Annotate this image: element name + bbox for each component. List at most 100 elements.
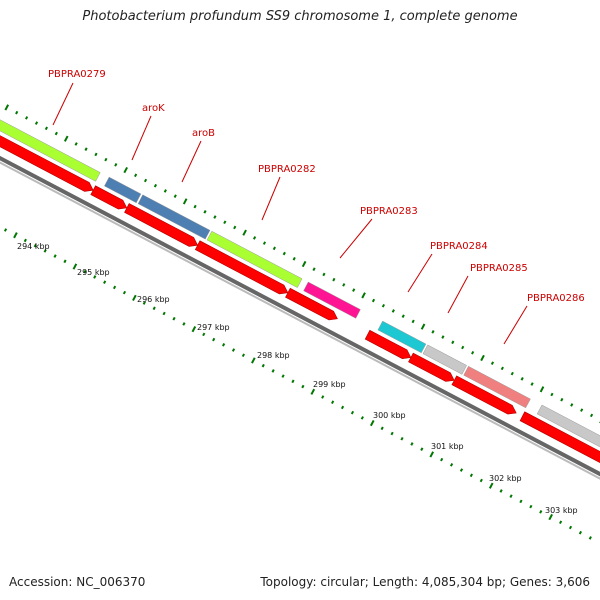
tick-mark (143, 178, 148, 183)
kbp-label: 301 kbp (431, 442, 464, 451)
gene-box[interactable] (303, 281, 361, 319)
gene-box[interactable] (0, 118, 101, 182)
tick-mark (34, 121, 39, 125)
kbp-label: 302 kbp (489, 474, 522, 483)
tick-mark (391, 309, 395, 313)
tick-mark (350, 410, 355, 415)
accession-text: Accession: NC_006370 (9, 575, 146, 589)
gene-box[interactable] (206, 230, 303, 288)
tick-mark (251, 357, 256, 364)
tick-mark (63, 135, 69, 142)
inner-tick-ring (3, 228, 592, 540)
tick-mark (292, 256, 296, 261)
tick-mark (312, 267, 316, 272)
gene-box[interactable] (104, 176, 142, 204)
tick-mark (103, 280, 107, 284)
tick-mark (202, 332, 206, 337)
tick-mark (321, 395, 325, 399)
tick-mark (322, 272, 326, 277)
tick-mark (401, 314, 405, 318)
tick-mark (480, 354, 485, 362)
gene-label: PBPRA0284 (430, 241, 488, 252)
leader-line (261, 176, 281, 221)
gene-box[interactable] (137, 194, 211, 240)
kbp-label: 299 kbp (313, 380, 346, 389)
tick-mark (261, 363, 265, 368)
tick-mark (530, 382, 534, 386)
tick-mark (3, 228, 8, 232)
kbp-label: 300 kbp (373, 411, 406, 420)
map-title: Photobacterium profundum SS9 chromosome … (82, 9, 518, 24)
genome-backbone (0, 155, 600, 480)
tick-mark (142, 301, 146, 305)
kbp-label: 303 kbp (545, 506, 578, 515)
tick-mark (449, 463, 454, 467)
tick-mark (589, 413, 594, 418)
tick-mark (400, 436, 404, 441)
gene-box[interactable] (377, 320, 427, 354)
tick-mark (310, 388, 316, 395)
orf-arrow (364, 329, 412, 360)
tick-mark (222, 343, 226, 347)
tick-mark (490, 361, 495, 365)
tick-mark (371, 298, 376, 303)
genome-summary-text: Topology: circular; Length: 4,085,304 bp… (260, 575, 590, 589)
tick-mark (509, 494, 513, 498)
tick-mark (410, 442, 414, 446)
gene-box[interactable] (463, 365, 531, 409)
leader-line (503, 305, 528, 345)
tick-mark (33, 243, 37, 248)
kbp-label: 298 kbp (257, 351, 290, 360)
tick-mark (301, 384, 305, 389)
tick-mark (191, 326, 197, 333)
kbp-label: 297 kbp (197, 323, 230, 332)
tick-mark (548, 513, 553, 521)
tick-mark (578, 530, 583, 535)
tick-mark (510, 371, 514, 376)
tick-mark (231, 348, 236, 352)
tick-mark (173, 194, 177, 198)
tick-mark (272, 246, 276, 251)
tick-mark (153, 183, 158, 188)
gene-box[interactable] (536, 404, 600, 467)
tick-mark (588, 536, 592, 540)
outer-tick-ring (4, 104, 600, 424)
tick-mark (381, 303, 385, 308)
tick-mark (500, 366, 504, 371)
tick-mark (242, 229, 247, 236)
tick-mark (233, 225, 237, 230)
tick-mark (94, 152, 98, 157)
tick-mark (361, 292, 366, 299)
tick-mark (53, 254, 57, 258)
tick-mark (44, 126, 48, 131)
gene-box[interactable] (422, 344, 467, 375)
leader-line (447, 275, 469, 314)
gene-label: PBPRA0286 (527, 293, 585, 304)
tick-mark (182, 322, 186, 326)
tick-mark (568, 525, 573, 530)
tick-mark (331, 400, 335, 405)
tick-mark (152, 306, 156, 311)
tick-mark (440, 457, 444, 462)
tick-mark (72, 263, 78, 270)
tick-mark (13, 232, 18, 239)
tick-mark (93, 275, 97, 279)
orf-track (0, 135, 600, 464)
tick-mark (340, 405, 345, 410)
orf-arrow (194, 240, 289, 295)
tick-mark (241, 353, 245, 358)
leader-line (181, 140, 202, 183)
tick-mark (420, 447, 424, 451)
orf-arrow (90, 185, 128, 210)
tick-mark (360, 416, 364, 420)
tick-mark (380, 426, 384, 431)
tick-mark (559, 520, 563, 525)
gene-label: aroK (142, 103, 165, 114)
tick-mark (429, 451, 435, 458)
tick-mark (342, 283, 346, 287)
tick-mark (123, 166, 128, 174)
tick-mark (332, 277, 336, 282)
tick-mark (519, 499, 523, 504)
tick-mark (84, 147, 88, 151)
